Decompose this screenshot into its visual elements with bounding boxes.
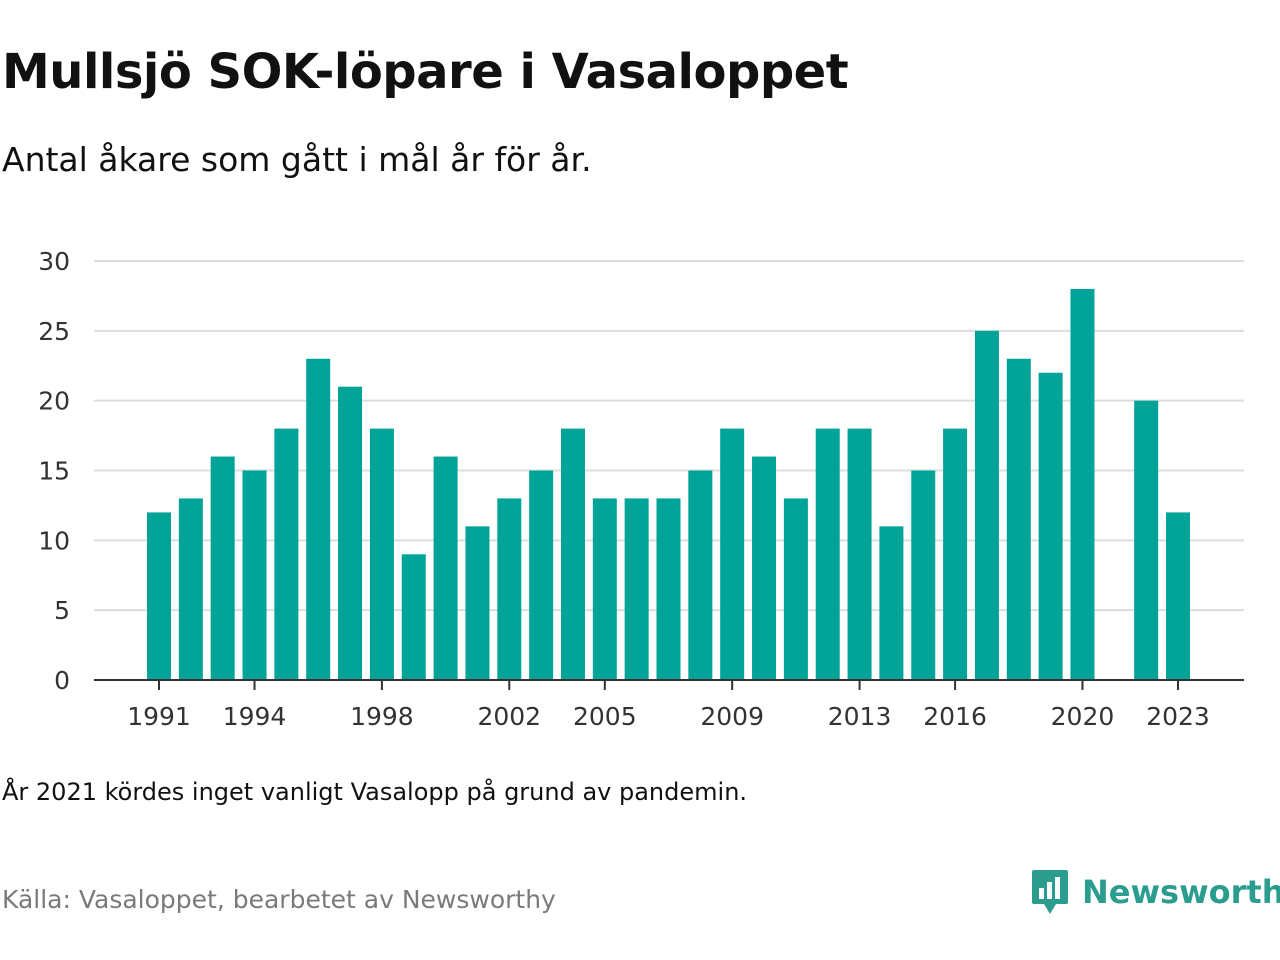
chart-title: Mullsjö SOK-löpare i Vasaloppet bbox=[2, 44, 849, 100]
bar-1992 bbox=[178, 498, 203, 680]
bar-2015 bbox=[911, 470, 936, 680]
y-tick-label: 15 bbox=[38, 457, 70, 486]
bar-2016 bbox=[943, 428, 968, 680]
y-tick-label: 5 bbox=[54, 596, 70, 625]
brand-name: Newsworthy bbox=[1082, 873, 1280, 911]
y-tick-label: 10 bbox=[38, 526, 70, 555]
bar-2023 bbox=[1166, 512, 1190, 680]
bar-2002 bbox=[497, 498, 522, 680]
bar-2005 bbox=[592, 498, 617, 680]
bar-2001 bbox=[465, 526, 490, 680]
x-tick-label: 2005 bbox=[573, 702, 637, 731]
bar-2020 bbox=[1070, 288, 1095, 680]
bar-2004 bbox=[560, 428, 585, 680]
bar-1995 bbox=[274, 428, 299, 680]
bar-1994 bbox=[242, 470, 267, 680]
brand-logo[interactable]: Newsworthy bbox=[1030, 868, 1280, 916]
bar-1998 bbox=[369, 428, 394, 680]
bar-2011 bbox=[783, 498, 808, 680]
y-tick-label: 30 bbox=[38, 247, 70, 276]
bar-2009 bbox=[720, 428, 745, 680]
bar-2022 bbox=[1134, 400, 1159, 680]
bar-1996 bbox=[306, 358, 331, 680]
bar-1993 bbox=[210, 456, 235, 680]
y-tick-label: 25 bbox=[38, 317, 70, 346]
bar-2014 bbox=[879, 526, 904, 680]
chart-note: År 2021 kördes inget vanligt Vasalopp på… bbox=[2, 778, 748, 806]
bar-2012 bbox=[815, 428, 840, 680]
x-tick-label: 2023 bbox=[1146, 702, 1210, 731]
bar-2006 bbox=[624, 498, 649, 680]
chart-subtitle: Antal åkare som gått i mål år för år. bbox=[2, 140, 592, 179]
bar-chart: 0 5 10 15 20 25 30 1991 1994 1998 2002 2005 2009 2013… bbox=[38, 247, 1244, 731]
bar-2010 bbox=[752, 456, 777, 680]
x-tick-label: 2002 bbox=[477, 702, 541, 731]
bar-1997 bbox=[338, 386, 363, 680]
bar-2018 bbox=[1006, 358, 1031, 680]
x-tick-label: 2013 bbox=[828, 702, 892, 731]
bar-2000 bbox=[433, 456, 458, 680]
x-tick-label: 2016 bbox=[923, 702, 987, 731]
x-tick-label: 2009 bbox=[700, 702, 764, 731]
y-tick-label: 0 bbox=[54, 666, 70, 695]
bar-2008 bbox=[688, 470, 713, 680]
bar-2013 bbox=[847, 428, 872, 680]
y-tick-label: 20 bbox=[38, 387, 70, 416]
x-tick-label: 1991 bbox=[127, 702, 191, 731]
bar-2007 bbox=[656, 498, 681, 680]
x-tick-label: 2020 bbox=[1051, 702, 1115, 731]
newsworthy-logo-icon bbox=[1032, 870, 1068, 914]
source-text: Källa: Vasaloppet, bearbetet av Newswort… bbox=[2, 885, 556, 914]
bar-2019 bbox=[1038, 372, 1063, 680]
bar-1999 bbox=[401, 554, 426, 680]
x-tick-label: 1998 bbox=[350, 702, 414, 731]
bar-2017 bbox=[974, 330, 999, 680]
bar-1991 bbox=[147, 512, 171, 680]
bar-2003 bbox=[529, 470, 554, 680]
x-tick-label: 1994 bbox=[223, 702, 287, 731]
